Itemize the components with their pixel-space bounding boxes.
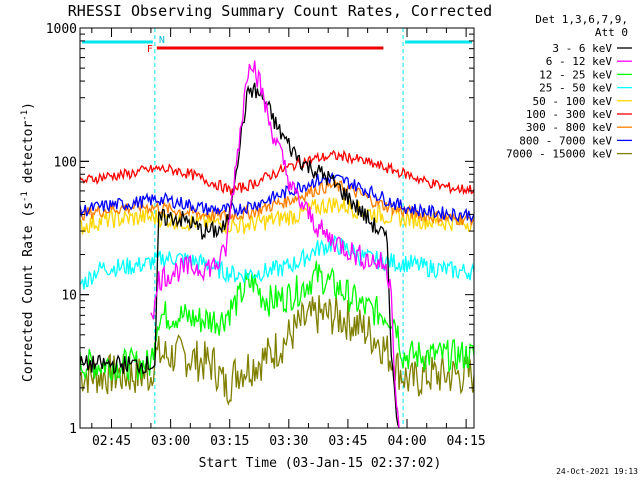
x-tick-label: 04:15 [447, 434, 486, 449]
flare-flag-label: F [147, 44, 153, 55]
series-lines [80, 60, 474, 428]
x-tick-label: 03:30 [269, 434, 308, 449]
legend-header-line-2: Att 0 [595, 26, 628, 39]
series-line-50-100-kev [80, 196, 474, 235]
y-tick-labels: 1 10 100 1000 [46, 22, 77, 437]
series-line-300-800-kev [80, 179, 474, 226]
y-tick-label: 100 [54, 155, 77, 170]
x-tick-label: 02:45 [92, 434, 131, 449]
x-tick-label: 03:00 [151, 434, 190, 449]
legend-label: 300 - 800 keV [526, 121, 612, 134]
legend-label: 6 - 12 keV [546, 55, 613, 68]
x-tick-label: 03:15 [210, 434, 249, 449]
legend-label: 100 - 300 keV [526, 108, 612, 121]
x-tick-label: 03:45 [328, 434, 367, 449]
x-tick-labels: 02:45 03:00 03:15 03:30 03:45 04:00 04:15 [92, 434, 486, 449]
series-line-7000-15000-kev [80, 295, 474, 406]
legend-label: 12 - 25 keV [539, 68, 612, 81]
legend-label: 800 - 7000 keV [519, 134, 612, 147]
flag-markers: FN [147, 35, 384, 55]
legend-label: 3 - 6 keV [552, 42, 612, 55]
series-line-6-12-kev [150, 60, 400, 428]
legend-label: 7000 - 15000 keV [506, 148, 612, 161]
y-axis-label: Corrected Count Rate (s-1 detector-1) [20, 102, 36, 382]
series-line-25-50-kev [80, 234, 474, 290]
series-line-100-300-kev [80, 149, 474, 196]
plot-frame [79, 27, 475, 429]
y-tick-label: 1000 [46, 22, 77, 37]
legend-label: 25 - 50 keV [539, 82, 612, 95]
legend-label: 50 - 100 keV [533, 95, 613, 108]
axis-ticks [80, 27, 474, 429]
footer-date: 24-Oct-2021 19:13 [556, 467, 638, 476]
x-tick-label: 04:00 [387, 434, 426, 449]
x-axis-label: Start Time (03-Jan-15 02:37:02) [199, 456, 442, 471]
night-shading [82, 28, 472, 428]
y-tick-label: 1 [69, 422, 77, 437]
series-line-800-7000-kev [80, 171, 474, 223]
y-tick-label: 10 [61, 289, 77, 304]
legend-header-line-1: Det 1,3,6,7,9, [535, 13, 628, 26]
night-flag-label: N [159, 35, 165, 46]
chart-title: RHESSI Observing Summary Count Rates, Co… [68, 2, 492, 20]
